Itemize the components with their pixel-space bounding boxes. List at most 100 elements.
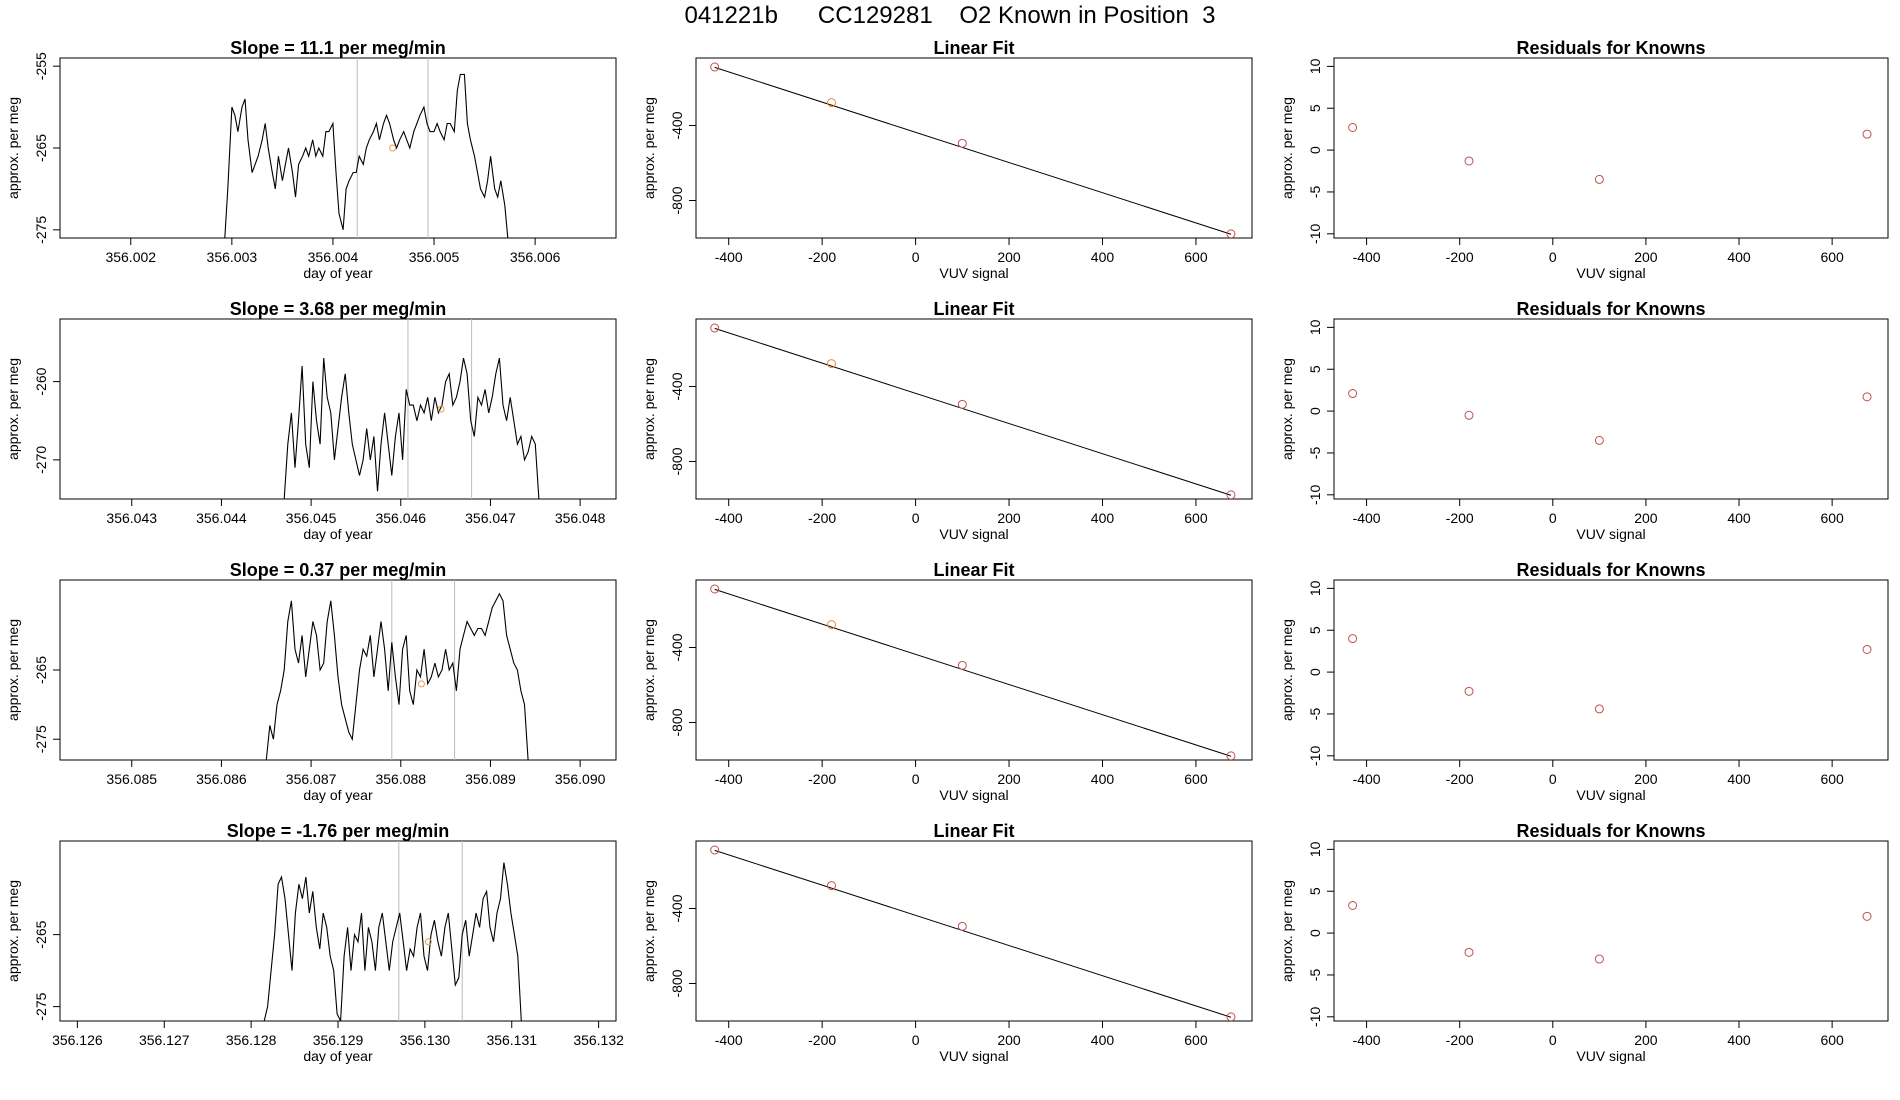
x-tick-label: 400 <box>1727 510 1751 526</box>
y-tick-label: -400 <box>669 111 685 139</box>
plot-frame <box>695 579 1253 761</box>
y-tick-label: -265 <box>33 920 49 948</box>
x-tick-label: 600 <box>1184 1032 1208 1048</box>
data-point <box>826 98 836 108</box>
y-tick-label: -400 <box>669 372 685 400</box>
plot-data <box>265 580 529 760</box>
x-tick-label: 356.044 <box>196 510 247 526</box>
plot-data <box>710 323 1236 499</box>
y-tick-label: 0 <box>1307 668 1323 676</box>
plot-data <box>1348 389 1872 445</box>
data-point <box>1226 751 1236 760</box>
x-tick-label: 356.085 <box>106 771 157 787</box>
x-tick-label: 356.005 <box>409 249 460 265</box>
x-tick-label: 200 <box>997 249 1021 265</box>
x-axis-label: VUV signal <box>939 526 1008 542</box>
data-point <box>1464 156 1474 166</box>
plot-frame <box>695 57 1253 239</box>
y-tick-label: -275 <box>33 725 49 753</box>
y-tick-label: 5 <box>1307 626 1323 634</box>
panel-4-2: Linear Fit -400 -200 0 200 400 600 VUV signal -8… <box>641 821 1253 1064</box>
plot-frame <box>59 840 617 1022</box>
y-tick-label: -800 <box>669 186 685 214</box>
x-tick-label: -200 <box>1446 249 1474 265</box>
fit-line <box>714 849 1232 1018</box>
panel-3-1: Slope = 0.37 per meg/min 356.085 356.086 35… <box>5 560 617 803</box>
x-tick-label: 356.006 <box>510 249 561 265</box>
panel-4-3: Residuals for Knowns -400 -200 0 200 400 600 VU… <box>1279 821 1889 1064</box>
x-tick-label: 200 <box>997 1032 1021 1048</box>
panel-2-1: Slope = 3.68 per meg/min 356.043 356.044 35… <box>5 299 617 542</box>
x-tick-label: -400 <box>715 771 743 787</box>
x-tick-label: 356.131 <box>486 1032 537 1048</box>
x-tick-label: -200 <box>808 249 836 265</box>
y-tick-label: 0 <box>1307 407 1323 415</box>
x-tick-label: -400 <box>1353 249 1381 265</box>
y-axis-label: approx. per meg <box>1279 619 1295 721</box>
x-tick-label: 356.048 <box>555 510 606 526</box>
data-point <box>957 138 967 148</box>
y-tick-label: 10 <box>1307 58 1323 74</box>
data-point <box>1226 229 1236 238</box>
plot-data <box>710 845 1236 1021</box>
x-tick-label: -200 <box>808 510 836 526</box>
x-tick-label: 400 <box>1091 771 1115 787</box>
series-line <box>263 862 522 1021</box>
y-tick-label: -10 <box>1307 745 1323 765</box>
y-tick-label: -800 <box>669 969 685 997</box>
y-tick-label: -800 <box>669 447 685 475</box>
data-point <box>957 660 967 670</box>
data-point <box>1464 410 1474 420</box>
y-axis-label: approx. per meg <box>1279 97 1295 199</box>
known-marker <box>389 144 397 152</box>
plot-frame <box>59 579 617 761</box>
figure-title: 041221b CC129281 O2 Known in Position 3 <box>684 2 1216 29</box>
data-point <box>710 62 720 72</box>
y-tick-label: -10 <box>1307 1006 1323 1026</box>
x-tick-label: 356.043 <box>106 510 157 526</box>
x-axis-label: VUV signal <box>939 787 1008 803</box>
x-tick-label: -400 <box>715 1032 743 1048</box>
data-point <box>957 399 967 409</box>
y-axis-label: approx. per meg <box>641 358 657 460</box>
plot-frame <box>1333 579 1889 761</box>
data-point <box>1862 129 1872 139</box>
x-tick-label: 356.090 <box>555 771 606 787</box>
plot-frame <box>59 318 617 500</box>
x-tick-label: -200 <box>808 1032 836 1048</box>
plot-frame <box>1333 840 1889 1022</box>
panel-1-2: Linear Fit -400 -200 0 200 400 600 VUV signal -8… <box>641 38 1253 281</box>
x-tick-label: 356.129 <box>313 1032 364 1048</box>
x-tick-label: 0 <box>912 771 920 787</box>
y-tick-label: -275 <box>33 216 49 244</box>
data-point <box>1464 686 1474 696</box>
x-tick-label: 356.132 <box>573 1032 624 1048</box>
panel-title: Residuals for Knowns <box>1516 821 1705 841</box>
x-tick-label: 600 <box>1820 1032 1844 1048</box>
data-point <box>710 323 720 333</box>
data-point <box>1594 435 1604 445</box>
y-axis-label: approx. per meg <box>5 880 21 982</box>
x-axis-label: VUV signal <box>1576 265 1645 281</box>
x-axis-label: VUV signal <box>1576 1048 1645 1064</box>
y-tick-label: -255 <box>33 52 49 80</box>
fit-line <box>714 66 1232 235</box>
x-axis-label: day of year <box>303 526 373 542</box>
x-tick-label: 200 <box>1634 510 1658 526</box>
x-tick-label: 0 <box>1549 1032 1557 1048</box>
panel-title: Linear Fit <box>933 560 1014 580</box>
panel-title: Residuals for Knowns <box>1516 38 1705 58</box>
plot-data <box>283 319 540 499</box>
y-tick-label: -400 <box>669 633 685 661</box>
panel-title: Slope = -1.76 per meg/min <box>227 821 450 841</box>
x-tick-label: 600 <box>1820 771 1844 787</box>
y-axis-label: approx. per meg <box>5 97 21 199</box>
x-tick-label: 400 <box>1727 771 1751 787</box>
y-tick-label: 5 <box>1307 365 1323 373</box>
plot-data <box>1348 900 1872 964</box>
data-point <box>1862 911 1872 921</box>
x-tick-label: 356.089 <box>465 771 516 787</box>
x-tick-label: 0 <box>912 1032 920 1048</box>
x-tick-label: 0 <box>912 249 920 265</box>
